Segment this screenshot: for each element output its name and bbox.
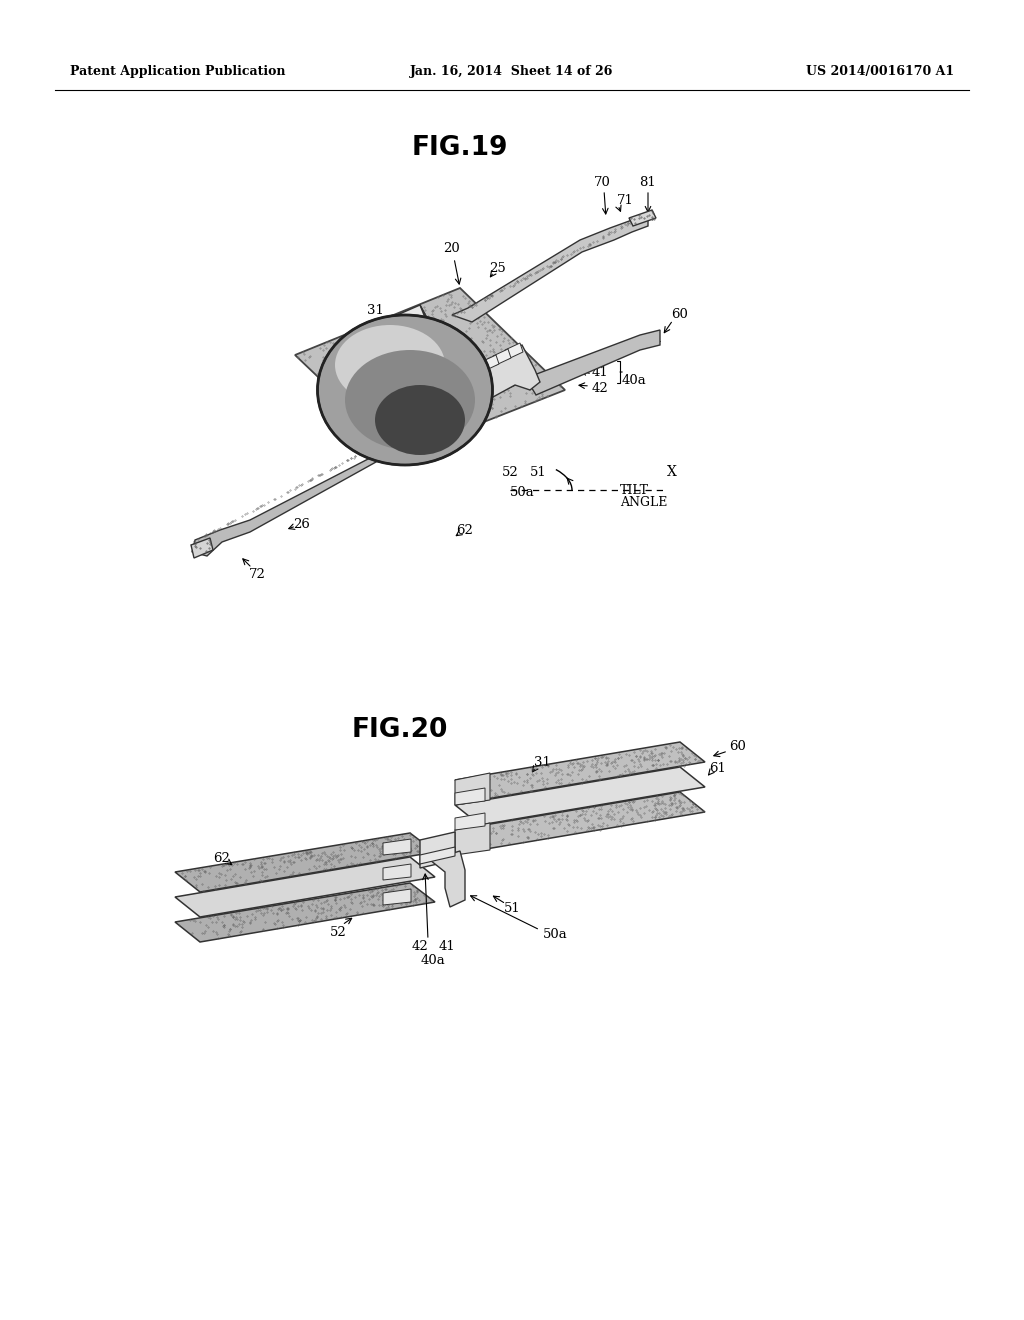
Ellipse shape	[375, 385, 465, 455]
Polygon shape	[340, 305, 428, 355]
Text: 31: 31	[534, 755, 551, 768]
Text: 42: 42	[592, 381, 608, 395]
Text: 50a: 50a	[510, 486, 535, 499]
Polygon shape	[420, 832, 455, 869]
Text: 41: 41	[592, 367, 608, 380]
Polygon shape	[175, 883, 435, 942]
Text: 52: 52	[502, 466, 518, 479]
Text: FIG.20: FIG.20	[352, 717, 449, 743]
Polygon shape	[175, 833, 435, 892]
Polygon shape	[455, 792, 705, 850]
Text: 51: 51	[529, 466, 547, 479]
Polygon shape	[450, 345, 540, 414]
Polygon shape	[493, 348, 511, 366]
Ellipse shape	[317, 315, 493, 465]
Text: 31: 31	[367, 304, 383, 317]
Text: X: X	[667, 465, 677, 479]
Text: 61: 61	[646, 331, 664, 345]
Text: 50a: 50a	[543, 928, 567, 941]
Text: 40a: 40a	[622, 374, 646, 387]
Polygon shape	[383, 840, 411, 855]
Polygon shape	[455, 774, 490, 805]
Text: 81: 81	[640, 177, 656, 190]
Polygon shape	[455, 788, 485, 805]
Text: 51: 51	[504, 902, 520, 915]
Text: 52: 52	[330, 925, 346, 939]
Polygon shape	[435, 366, 522, 418]
Text: 61: 61	[710, 762, 726, 775]
Polygon shape	[430, 851, 465, 907]
Text: 62: 62	[214, 851, 230, 865]
Text: US 2014/0016170 A1: US 2014/0016170 A1	[806, 66, 954, 78]
Text: 71: 71	[616, 194, 634, 206]
Polygon shape	[455, 767, 705, 825]
Polygon shape	[455, 742, 705, 800]
Text: 62: 62	[457, 524, 473, 536]
Polygon shape	[455, 813, 485, 830]
Polygon shape	[530, 330, 660, 395]
Polygon shape	[295, 288, 565, 455]
Text: Jan. 16, 2014  Sheet 14 of 26: Jan. 16, 2014 Sheet 14 of 26	[411, 66, 613, 78]
Polygon shape	[383, 888, 411, 906]
Text: 72: 72	[249, 569, 265, 582]
Polygon shape	[629, 210, 656, 226]
Text: 60: 60	[729, 741, 746, 754]
Text: 26: 26	[294, 517, 310, 531]
Ellipse shape	[335, 325, 445, 405]
Text: 20: 20	[443, 242, 461, 255]
Text: TILT: TILT	[620, 483, 649, 496]
Polygon shape	[420, 847, 455, 865]
Polygon shape	[191, 539, 213, 558]
Polygon shape	[175, 857, 435, 917]
Polygon shape	[452, 214, 648, 322]
Polygon shape	[340, 341, 380, 414]
Polygon shape	[193, 445, 376, 556]
Text: 40a: 40a	[421, 953, 445, 966]
Text: Patent Application Publication: Patent Application Publication	[70, 66, 286, 78]
Text: 41: 41	[438, 940, 456, 953]
Text: 42: 42	[412, 940, 428, 953]
Text: ANGLE: ANGLE	[620, 496, 668, 510]
Polygon shape	[455, 822, 490, 855]
Text: 70: 70	[594, 177, 610, 190]
Polygon shape	[481, 355, 499, 371]
Polygon shape	[505, 343, 523, 359]
Text: 25: 25	[488, 261, 506, 275]
Polygon shape	[383, 865, 411, 880]
Text: FIG.19: FIG.19	[412, 135, 508, 161]
Polygon shape	[420, 305, 458, 380]
Ellipse shape	[345, 350, 475, 450]
Polygon shape	[469, 360, 487, 378]
Text: 60: 60	[672, 309, 688, 322]
